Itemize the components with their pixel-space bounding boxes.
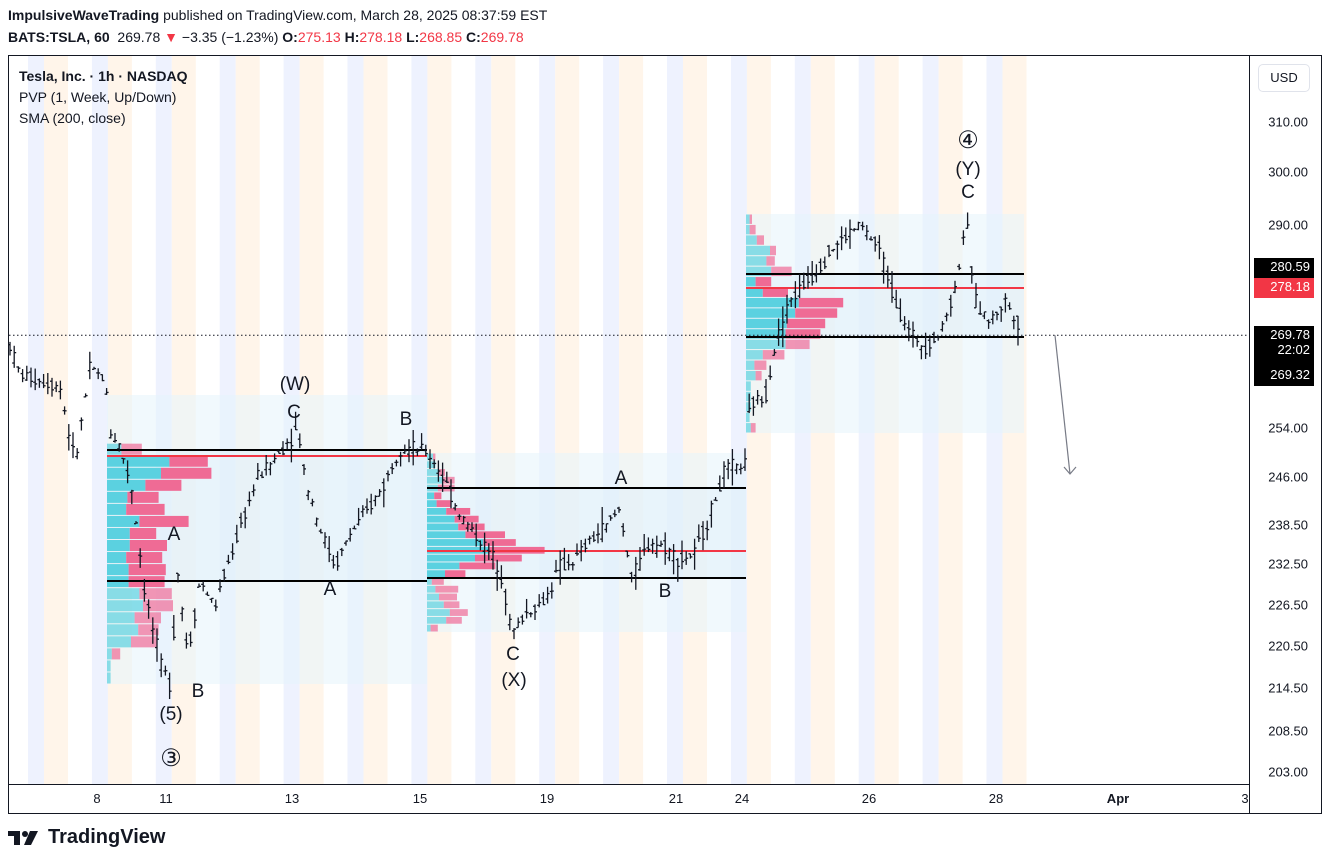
legend-title[interactable]: Tesla, Inc. · 1h · NASDAQ <box>19 68 188 84</box>
down-arrow-icon: ▼ <box>164 29 178 45</box>
price-tick: 226.50 <box>1268 597 1308 613</box>
chart-pane[interactable]: Tesla, Inc. · 1h · NASDAQ PVP (1, Week, … <box>9 56 1249 784</box>
time-tick: 21 <box>668 791 684 806</box>
price-tick: 208.50 <box>1268 723 1308 739</box>
time-tick: 13 <box>284 791 300 806</box>
price-tick: 220.50 <box>1268 638 1308 654</box>
wave-label[interactable]: B <box>191 681 205 702</box>
price-change: −3.35 (−1.23%) <box>181 29 279 45</box>
legend-pvp[interactable]: PVP (1, Week, Up/Down) <box>19 89 177 105</box>
wave-label[interactable]: (W) <box>279 374 311 395</box>
wave-label[interactable]: (5) <box>159 704 183 725</box>
price-chart[interactable] <box>9 56 1249 784</box>
time-tick: Apr <box>1106 791 1130 806</box>
price-tick: 290.00 <box>1268 217 1308 233</box>
wave-label[interactable]: B <box>399 409 413 430</box>
time-tick: 3 <box>1241 791 1249 806</box>
wave-label[interactable]: A <box>614 468 628 489</box>
tradingview-wordmark: TradingView <box>48 826 166 848</box>
chart-legend: Tesla, Inc. · 1h · NASDAQ PVP (1, Week, … <box>19 66 188 129</box>
tradingview-logo: TradingView <box>8 826 165 849</box>
time-tick: 19 <box>539 791 555 806</box>
wave-label[interactable]: ④ <box>957 127 979 154</box>
price-tick: 246.00 <box>1268 469 1308 485</box>
wave-label[interactable]: ③ <box>160 745 182 772</box>
price-tick: 203.00 <box>1268 764 1308 780</box>
publish-info: published on TradingView.com, March 28, … <box>163 7 548 23</box>
price-axis[interactable]: USD 310.00 300.00 290.00 254.00 246.00 238.50… <box>1249 56 1321 813</box>
high-value: 278.18 <box>359 29 403 45</box>
price-tick: 310.00 <box>1268 114 1308 130</box>
currency-button[interactable]: USD <box>1258 64 1310 92</box>
close-value: 269.78 <box>480 29 524 45</box>
price-label: 269.78 22:02 <box>1254 326 1314 366</box>
price-tick: 214.50 <box>1268 680 1308 696</box>
tradingview-logo-icon <box>8 830 38 845</box>
symbol-line: BATS:TSLA, 60 269.78 ▼ −3.35 (−1.23%) O:… <box>8 29 524 45</box>
time-tick: 11 <box>159 791 173 806</box>
time-tick: 15 <box>412 791 428 806</box>
symbol: BATS:TSLA, 60 <box>8 29 110 45</box>
time-tick: 24 <box>734 791 750 806</box>
author-name[interactable]: ImpulsiveWaveTrading <box>8 7 160 23</box>
wave-label[interactable]: A <box>167 524 181 545</box>
price-label: 280.59 <box>1254 258 1314 278</box>
time-tick: 8 <box>93 791 101 806</box>
price-tick: 238.50 <box>1268 517 1308 533</box>
wave-label[interactable]: C <box>961 182 975 203</box>
wave-label[interactable]: (Y) <box>955 159 981 180</box>
time-tick: 26 <box>861 791 877 806</box>
price-tick: 232.50 <box>1268 556 1308 572</box>
low-label: L: <box>406 29 420 45</box>
time-tick: 28 <box>988 791 1004 806</box>
high-label: H: <box>344 29 360 45</box>
close-label: C: <box>466 29 481 45</box>
chart-frame: Tesla, Inc. · 1h · NASDAQ PVP (1, Week, … <box>8 55 1322 814</box>
publish-line: ImpulsiveWaveTrading published on Tradin… <box>8 7 547 23</box>
wave-label[interactable]: A <box>323 579 337 600</box>
open-value: 275.13 <box>297 29 341 45</box>
price-label: 278.18 <box>1254 278 1314 298</box>
wave-label[interactable]: C <box>506 644 520 665</box>
wave-label[interactable]: (X) <box>501 670 527 691</box>
last-price: 269.78 <box>117 29 161 45</box>
wave-label[interactable]: B <box>658 581 672 602</box>
price-tick: 300.00 <box>1268 164 1308 180</box>
wave-label[interactable]: C <box>287 402 301 423</box>
low-value: 268.85 <box>419 29 463 45</box>
open-label: O: <box>282 29 298 45</box>
price-tick: 254.00 <box>1268 420 1308 436</box>
price-label: 269.32 <box>1254 366 1314 386</box>
time-axis[interactable]: 8 11 13 15 19 21 24 26 28 Apr 3 <box>9 784 1249 813</box>
legend-sma[interactable]: SMA (200, close) <box>19 110 126 126</box>
